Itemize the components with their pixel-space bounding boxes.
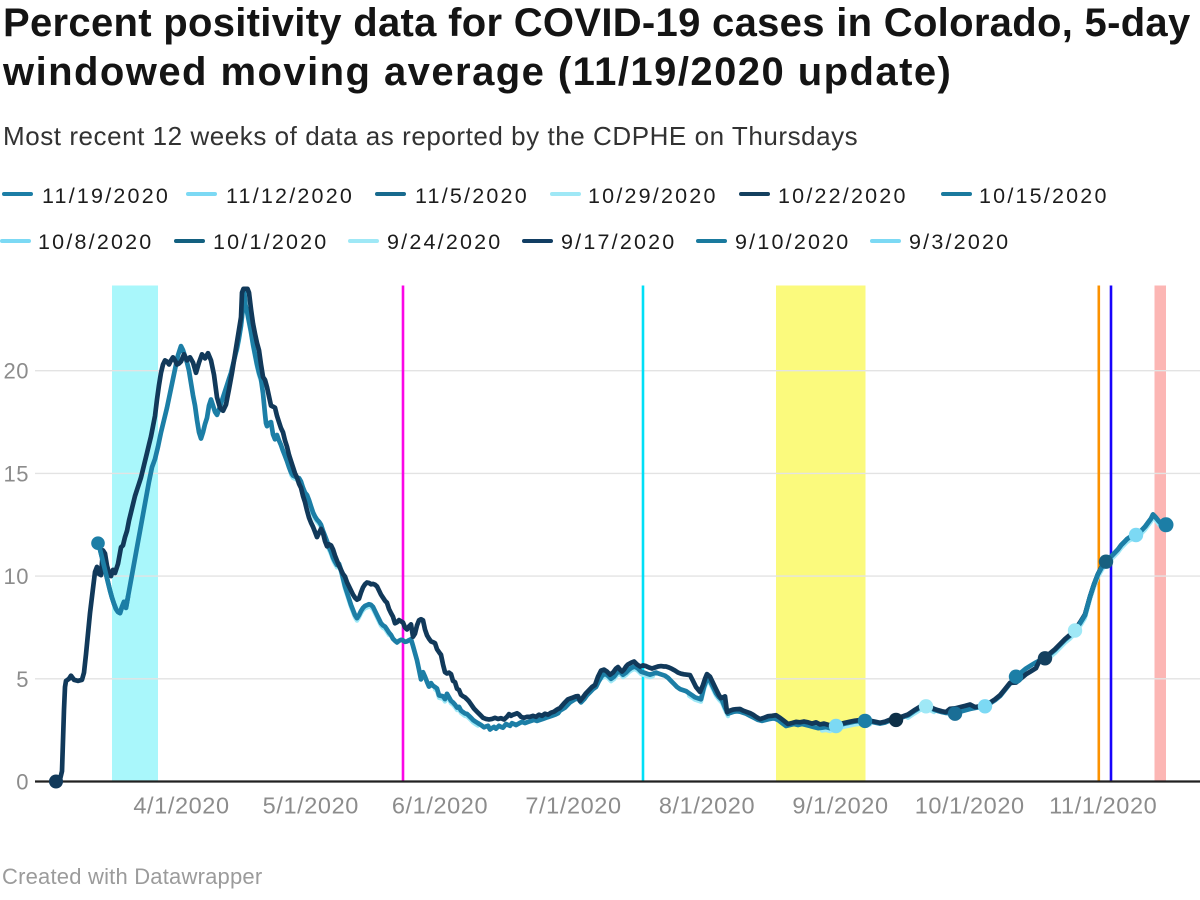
svg-text:15: 15 xyxy=(4,461,29,486)
svg-text:10/1/2020: 10/1/2020 xyxy=(915,793,1025,819)
svg-text:7/1/2020: 7/1/2020 xyxy=(525,793,621,819)
svg-text:5/1/2020: 5/1/2020 xyxy=(263,793,359,819)
svg-text:20: 20 xyxy=(4,359,29,384)
svg-text:10: 10 xyxy=(4,564,29,589)
svg-text:8/1/2020: 8/1/2020 xyxy=(659,793,755,819)
svg-text:4/1/2020: 4/1/2020 xyxy=(133,793,229,819)
svg-text:6/1/2020: 6/1/2020 xyxy=(392,793,488,819)
svg-text:5: 5 xyxy=(16,667,29,692)
svg-text:0: 0 xyxy=(16,770,29,795)
svg-text:9/1/2020: 9/1/2020 xyxy=(792,793,888,819)
svg-text:11/1/2020: 11/1/2020 xyxy=(1049,793,1157,819)
